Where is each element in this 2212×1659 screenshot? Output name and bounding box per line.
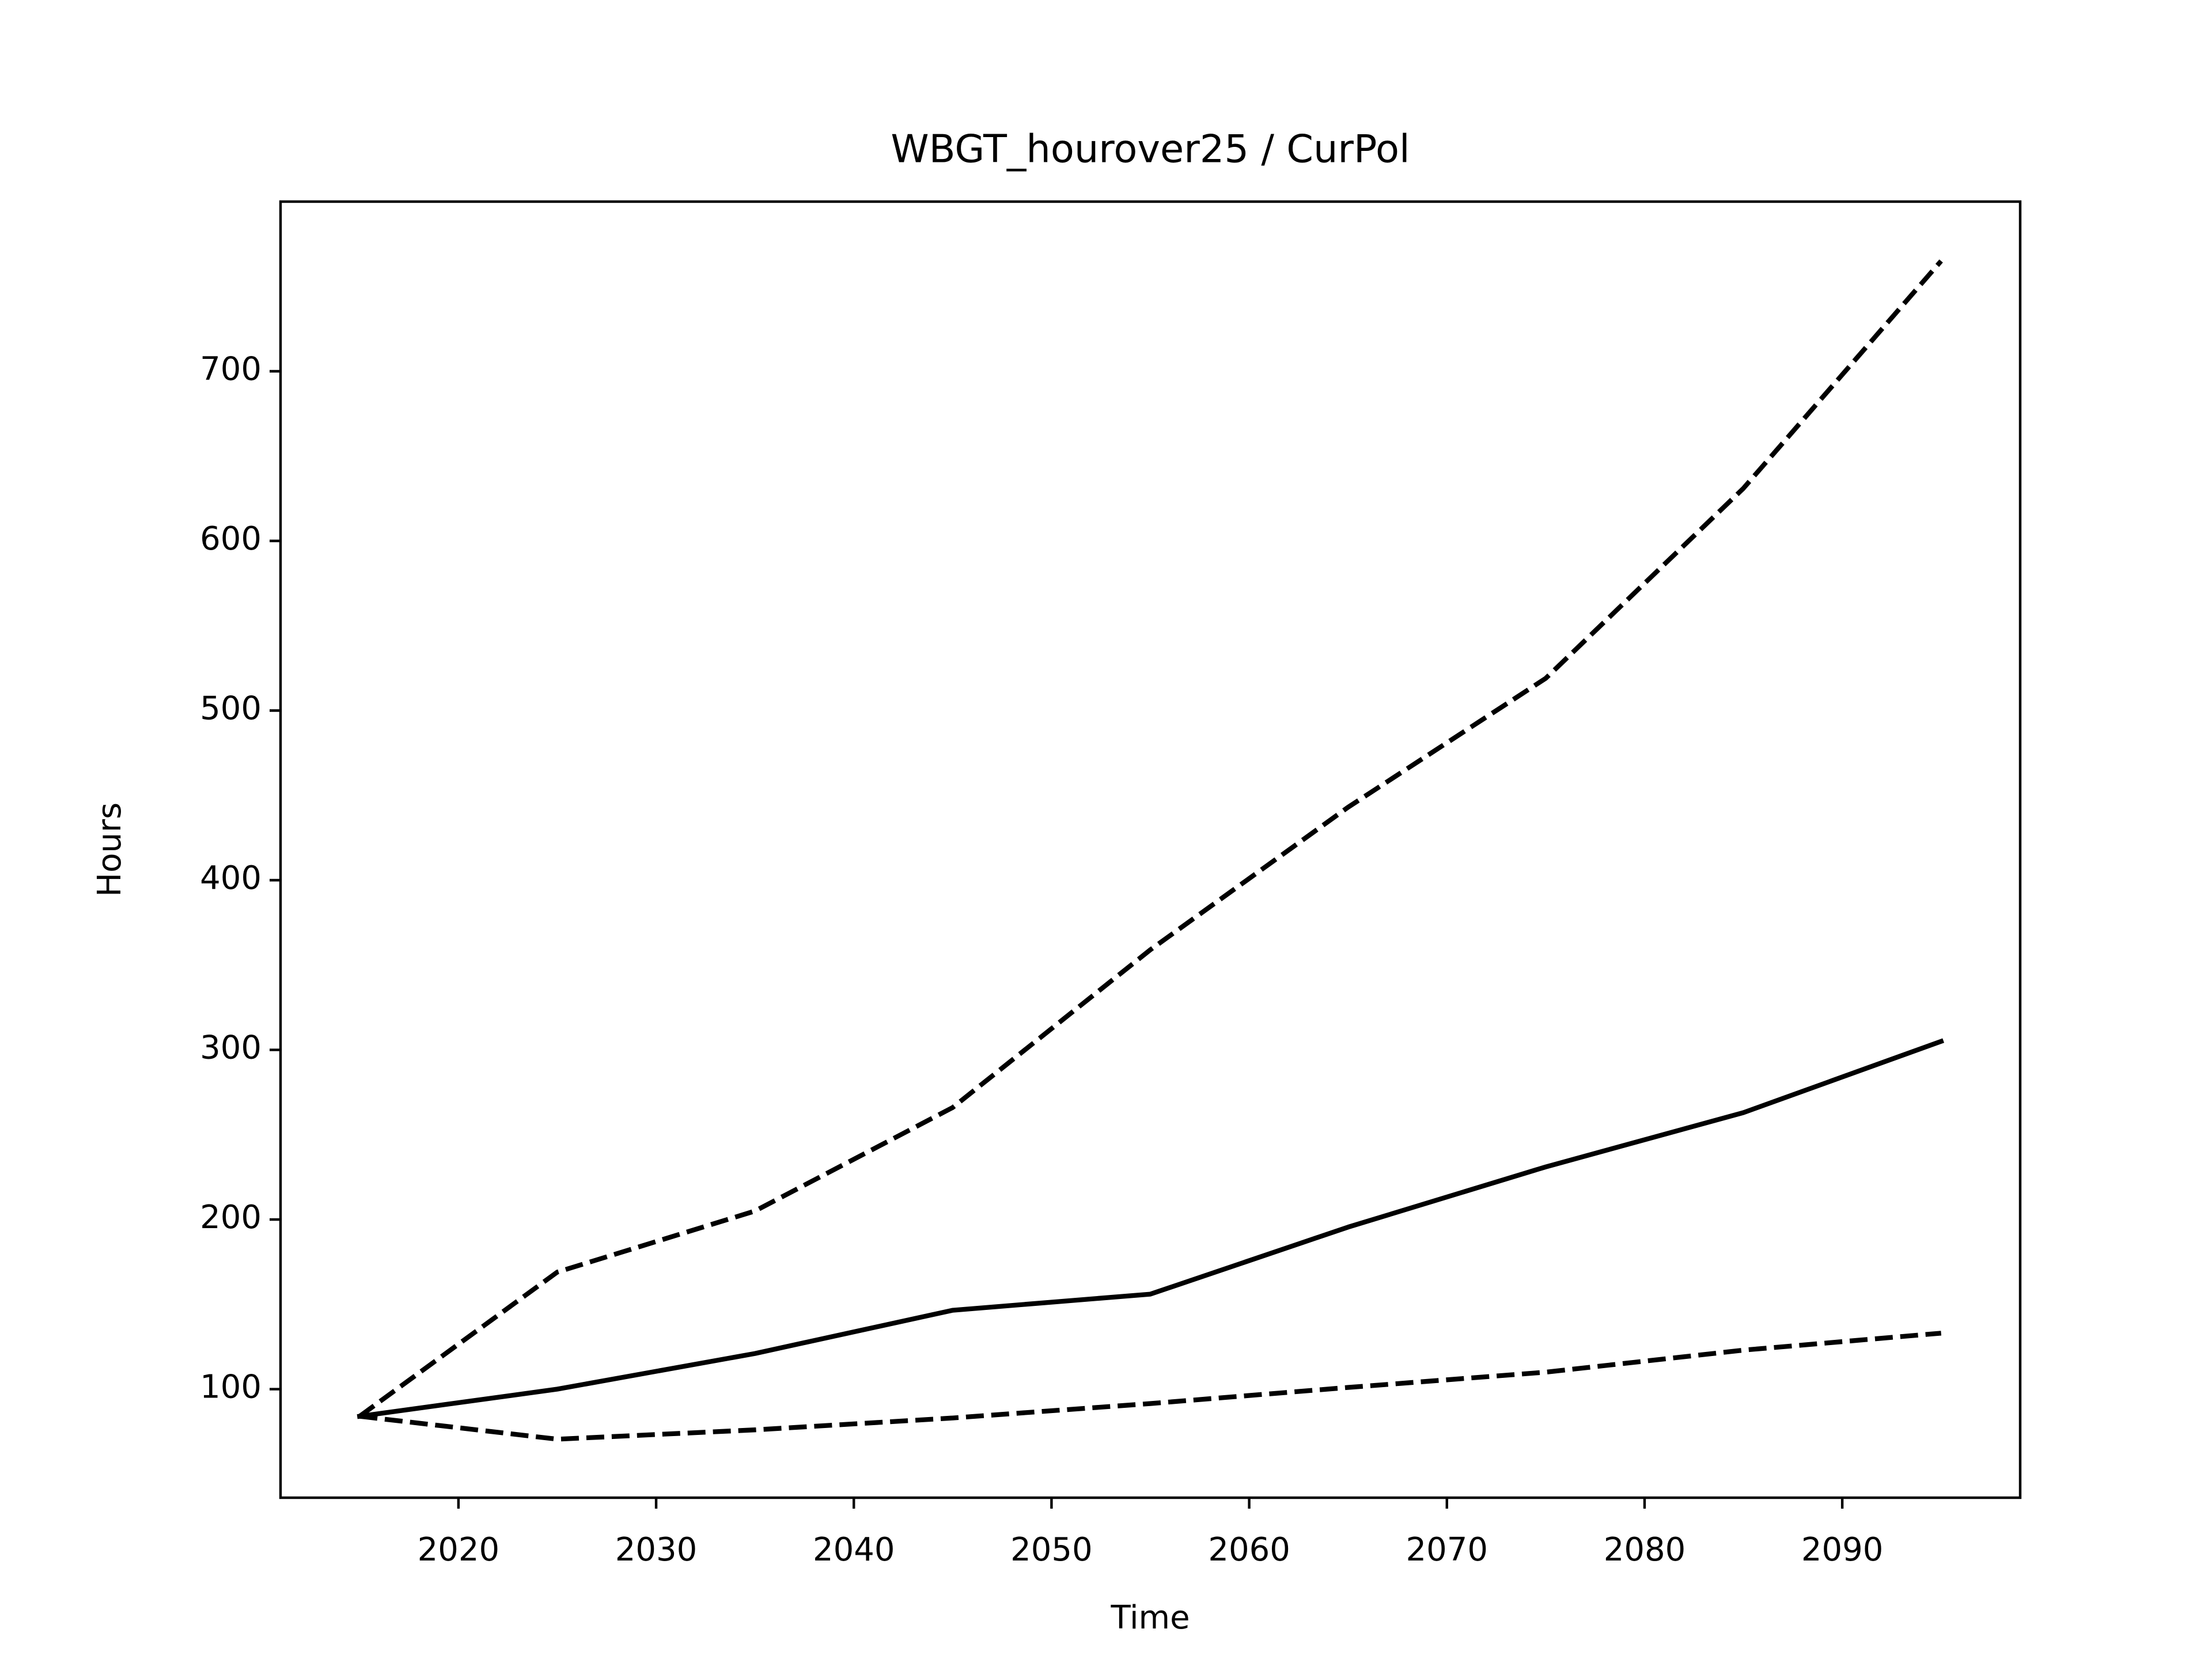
x-axis-label: Time	[1110, 1599, 1190, 1637]
x-tick-label: 2070	[1406, 1531, 1488, 1569]
x-tick-label: 2030	[615, 1531, 698, 1569]
x-tick-label: 2050	[1010, 1531, 1093, 1569]
chart-title: WBGT_hourover25 / CurPol	[891, 127, 1410, 172]
series-line	[359, 1331, 1942, 1442]
y-axis-label: Hours	[91, 802, 128, 897]
y-tick-label: 200	[200, 1199, 262, 1236]
x-tick-label: 2090	[1801, 1531, 1884, 1569]
y-tick-label: 300	[200, 1029, 262, 1067]
plot-frame	[279, 200, 2022, 1499]
y-tick-label: 600	[200, 520, 262, 558]
x-tick-label: 2020	[418, 1531, 500, 1569]
series-line	[358, 259, 1943, 1418]
y-tick-label: 400	[200, 859, 262, 897]
series-line	[357, 1038, 1945, 1419]
x-tick-label: 2040	[813, 1531, 895, 1569]
x-tick-label: 2080	[1604, 1531, 1686, 1569]
x-tick-label: 2060	[1208, 1531, 1290, 1569]
y-tick-label: 500	[200, 690, 262, 728]
y-tick-label: 700	[200, 351, 262, 388]
y-tick-label: 100	[200, 1369, 262, 1406]
